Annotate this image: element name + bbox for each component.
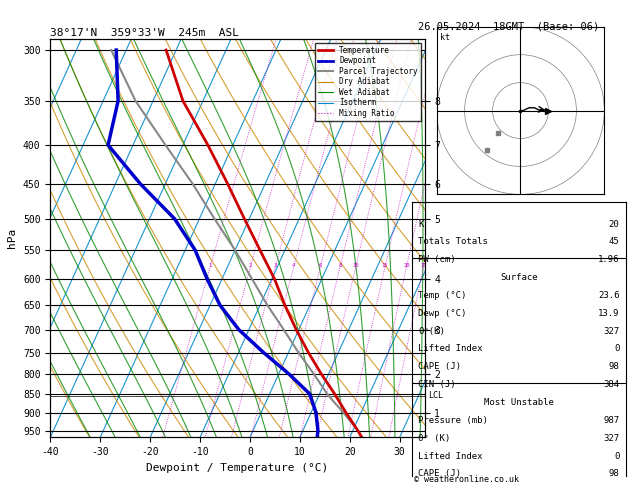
Text: 25: 25: [420, 262, 426, 268]
Text: 13.9: 13.9: [598, 309, 620, 318]
Text: 2: 2: [248, 262, 252, 268]
Text: 26.05.2024  18GMT  (Base: 06): 26.05.2024 18GMT (Base: 06): [418, 22, 599, 32]
Text: CAPE (J): CAPE (J): [418, 469, 462, 478]
Text: θᵉ(K): θᵉ(K): [418, 327, 445, 336]
Text: 1: 1: [208, 262, 211, 268]
Text: Dewp (°C): Dewp (°C): [418, 309, 467, 318]
Text: Pressure (mb): Pressure (mb): [418, 416, 488, 425]
Text: 20: 20: [609, 220, 620, 228]
Legend: Temperature, Dewpoint, Parcel Trajectory, Dry Adiabat, Wet Adiabat, Isotherm, Mi: Temperature, Dewpoint, Parcel Trajectory…: [314, 43, 421, 121]
Text: 98: 98: [609, 469, 620, 478]
Text: K: K: [418, 220, 424, 228]
Text: Totals Totals: Totals Totals: [418, 237, 488, 246]
Text: 38°17'N  359°33'W  245m  ASL: 38°17'N 359°33'W 245m ASL: [50, 28, 239, 38]
Text: 10: 10: [352, 262, 359, 268]
Text: 1.96: 1.96: [598, 255, 620, 264]
Text: θᵉ (K): θᵉ (K): [418, 434, 450, 443]
Text: 327: 327: [603, 434, 620, 443]
Text: 20: 20: [403, 262, 409, 268]
Text: © weatheronline.co.uk: © weatheronline.co.uk: [414, 474, 519, 484]
Text: 327: 327: [603, 327, 620, 336]
Text: 987: 987: [603, 416, 620, 425]
Text: CIN (J): CIN (J): [418, 380, 456, 389]
Text: CAPE (J): CAPE (J): [418, 363, 462, 371]
Text: 4: 4: [292, 262, 295, 268]
Text: kt: kt: [440, 34, 450, 42]
Text: 15: 15: [382, 262, 388, 268]
Text: LCL: LCL: [428, 391, 443, 400]
Y-axis label: hPa: hPa: [8, 228, 18, 248]
Text: Most Unstable: Most Unstable: [484, 398, 554, 407]
Text: 0: 0: [614, 345, 620, 353]
Text: 8: 8: [338, 262, 342, 268]
Text: 3: 3: [274, 262, 277, 268]
Text: 384: 384: [603, 380, 620, 389]
Text: Lifted Index: Lifted Index: [418, 345, 483, 353]
Text: 23.6: 23.6: [598, 291, 620, 300]
Text: 0: 0: [614, 451, 620, 461]
Text: Lifted Index: Lifted Index: [418, 451, 483, 461]
Text: 6: 6: [318, 262, 322, 268]
Text: Surface: Surface: [500, 273, 538, 282]
Text: Temp (°C): Temp (°C): [418, 291, 467, 300]
X-axis label: Dewpoint / Temperature (°C): Dewpoint / Temperature (°C): [147, 463, 328, 473]
Text: 45: 45: [609, 237, 620, 246]
Text: PW (cm): PW (cm): [418, 255, 456, 264]
Text: 98: 98: [609, 363, 620, 371]
